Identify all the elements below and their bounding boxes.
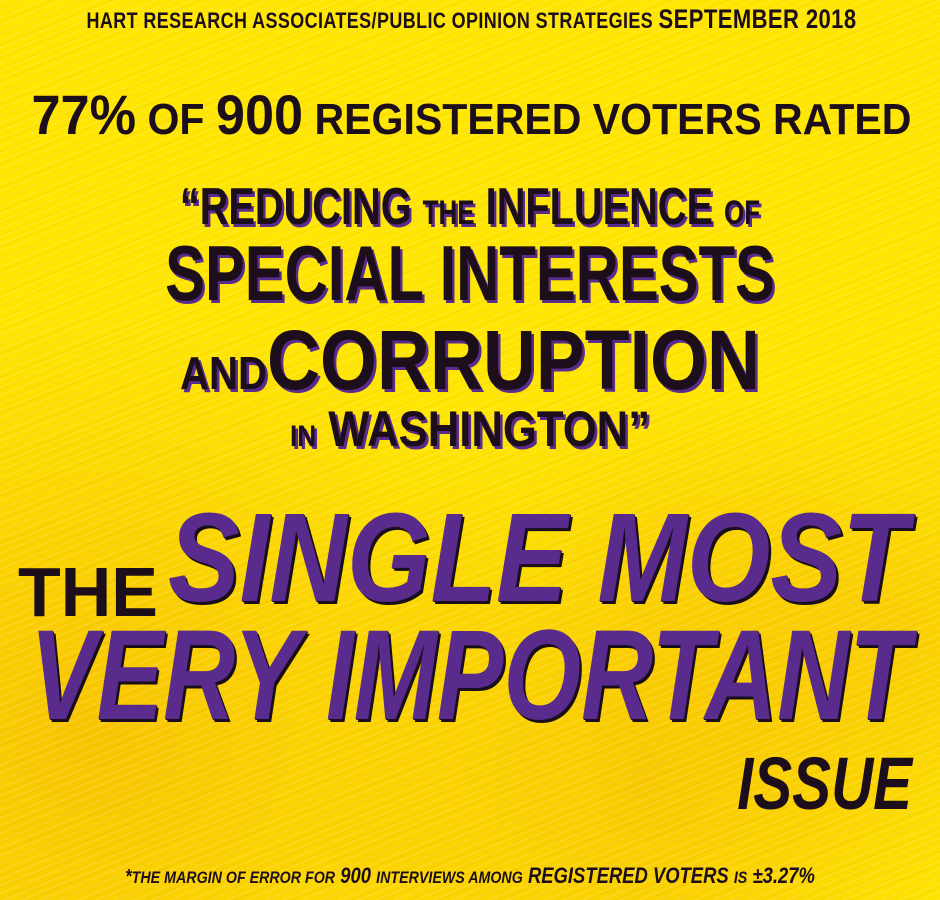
headline-very-important: very important xyxy=(30,604,911,747)
stat-of-word: of xyxy=(147,95,205,144)
quote-line-3: andcorruption xyxy=(60,318,881,402)
footnote-count: 900 xyxy=(340,863,371,888)
quote-open-mark: “ xyxy=(179,178,200,236)
poll-source-name: Hart Research Associates/Public Opinion … xyxy=(86,8,654,33)
quote-word-influence: influence xyxy=(485,178,713,236)
stat-voter-count: 900 xyxy=(215,83,304,146)
quote-word-corruption: corruption xyxy=(267,313,760,407)
margin-of-error-footnote: *the margin of error for 900 interviews … xyxy=(76,863,864,888)
quote-close-mark: ” xyxy=(628,401,651,457)
quote-word-reducing: Reducing xyxy=(199,178,412,236)
stat-line: 77% of 900 registered voters rated xyxy=(31,87,911,144)
quote-line-2: special interests xyxy=(110,234,830,312)
stat-percent: 77% xyxy=(31,83,137,146)
headline-word-the: The xyxy=(18,553,158,631)
quote-word-washington: Washington xyxy=(328,401,629,457)
footnote-asterisk: * xyxy=(125,866,132,888)
headline-word-issue: issue xyxy=(737,742,912,825)
quote-word-of: of xyxy=(724,194,761,232)
quote-word-and: and xyxy=(180,347,268,399)
quote-line-4: in Washington” xyxy=(60,404,881,454)
poll-source-line: Hart Research Associates/Public Opinion … xyxy=(86,6,856,33)
quote-word-the: the xyxy=(422,194,475,232)
poll-source-date: September 2018 xyxy=(658,4,857,34)
quote-line-1: “Reducing the influence of xyxy=(111,181,829,233)
footnote-registered-voters: Registered Voters xyxy=(527,863,729,888)
quote-word-in: in xyxy=(289,420,317,453)
stat-description: registered voters rated xyxy=(314,95,912,144)
footnote-text-1: the margin of error for xyxy=(131,868,336,887)
footnote-text-3: is xyxy=(733,868,748,887)
headline-single-most: single most xyxy=(168,487,908,628)
footnote-text-2: interviews among xyxy=(376,868,523,887)
quote-special-interests: special interests xyxy=(165,229,775,317)
footnote-margin: ±3.27% xyxy=(752,863,815,888)
